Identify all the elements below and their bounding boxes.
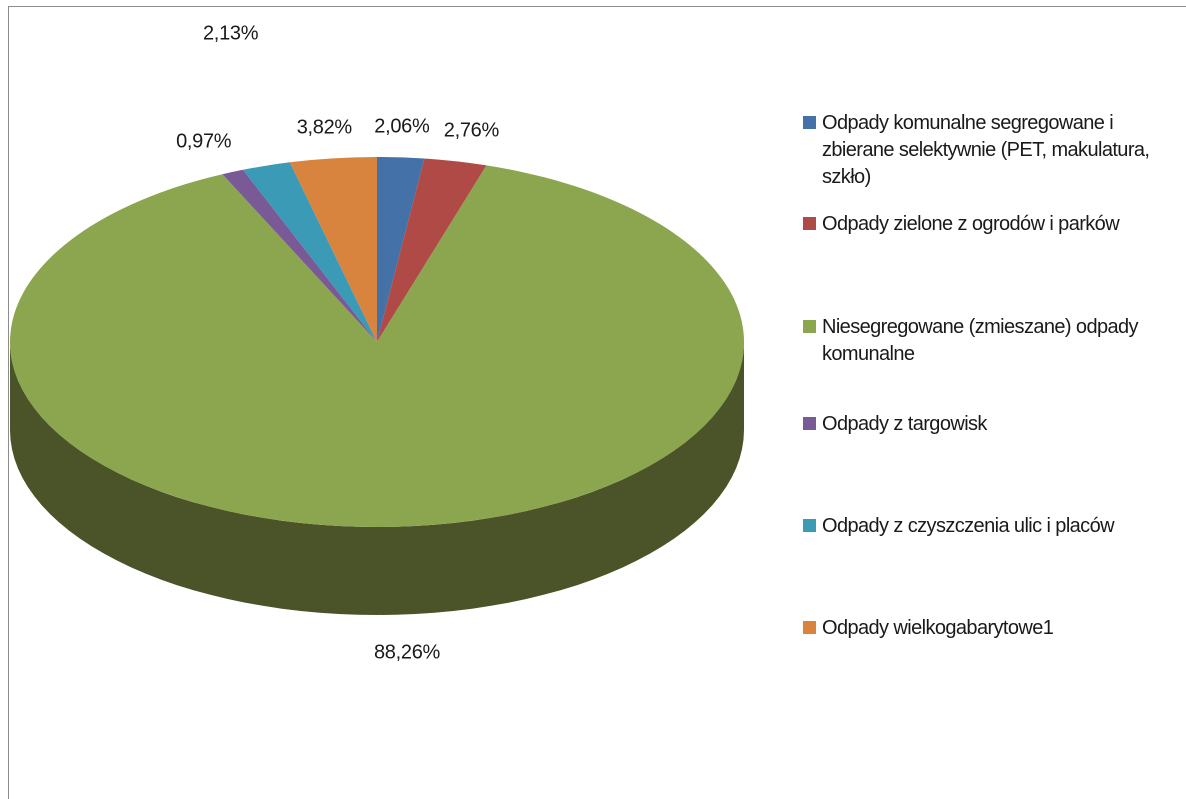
legend-label: Odpady zielone z ogrodów i parków	[822, 213, 1120, 235]
legend-swatch	[803, 320, 816, 333]
pct-label-3: 0,97%	[176, 130, 232, 153]
pct-label-2: 88,26%	[373, 641, 441, 664]
legend-item-niesegregowane: Niesegregowane (zmieszane) odpady komuna…	[803, 314, 1182, 368]
pie-slice-0	[377, 156, 425, 342]
legend-item-czyszczenie: Odpady z czyszczenia ulic i placów	[803, 513, 1182, 540]
pie-slice-1	[377, 158, 487, 342]
legend: Odpady komunalne segregowane i zbierane …	[803, 0, 1186, 793]
legend-item-segregowane: Odpady komunalne segregowane i zbierane …	[803, 110, 1182, 191]
legend-swatch	[803, 217, 816, 230]
legend-swatch	[803, 519, 816, 532]
legend-swatch	[803, 621, 816, 634]
legend-item-zielone: Odpady zielone z ogrodów i parków	[803, 211, 1182, 238]
legend-item-targowiska: Odpady z targowisk	[803, 411, 1182, 438]
legend-label: Odpady z targowisk	[822, 413, 987, 435]
legend-swatch	[803, 116, 816, 129]
legend-item-wielkogabarytowe: Odpady wielkogabarytowe1	[803, 615, 1182, 642]
legend-swatch	[803, 417, 816, 430]
pct-label-0: 2,06%	[374, 115, 430, 138]
pie-slice-2	[10, 165, 745, 527]
legend-label: Niesegregowane (zmieszane) odpady komuna…	[822, 316, 1139, 365]
chart-area	[8, 6, 1186, 799]
pie-slice-5	[289, 157, 377, 342]
pie-slice-4	[243, 162, 377, 342]
pct-label-5: 3,82%	[296, 116, 353, 139]
pct-label-4: 2,13%	[202, 22, 259, 45]
pie-slice-side-2	[10, 342, 744, 615]
legend-label: Odpady komunalne segregowane i zbierane …	[822, 112, 1150, 188]
legend-label: Odpady z czyszczenia ulic i placów	[822, 515, 1115, 537]
legend-label: Odpady wielkogabarytowe1	[822, 617, 1054, 639]
pct-label-1: 2,76%	[443, 119, 500, 142]
pie-slice-3	[222, 169, 377, 342]
